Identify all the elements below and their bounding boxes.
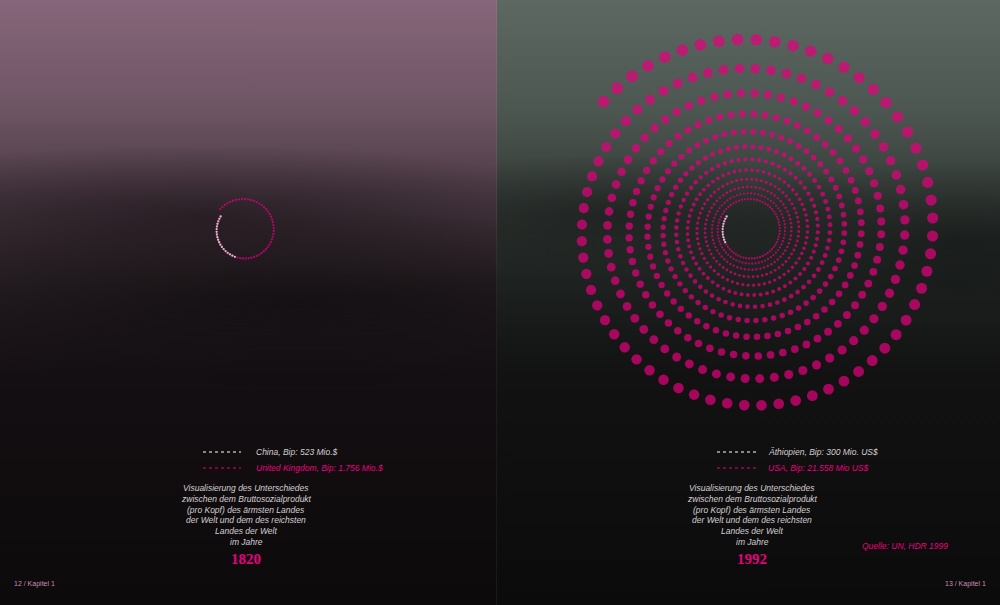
- svg-text:12 / Kapitel 1: 12 / Kapitel 1: [14, 580, 55, 588]
- svg-text:1820: 1820: [231, 551, 261, 567]
- svg-text:Quelle: UN, HDR 1999: Quelle: UN, HDR 1999: [862, 541, 948, 551]
- svg-text:zwischen dem Bruttosozialprodu: zwischen dem Bruttosozialprodukt: [687, 494, 818, 504]
- svg-text:USA, Bip: 21.558 Mio US$: USA, Bip: 21.558 Mio US$: [768, 463, 868, 473]
- svg-text:Landes der Welt: Landes der Welt: [215, 526, 277, 536]
- svg-text:(pro Kopf) des ärmsten Landes: (pro Kopf) des ärmsten Landes: [693, 505, 811, 515]
- svg-text:(pro Kopf) des ärmsten Landes: (pro Kopf) des ärmsten Landes: [187, 505, 305, 515]
- svg-text:Visualisierung des Unterschied: Visualisierung des Unterschiedes: [183, 483, 309, 493]
- svg-text:der Welt und dem des reichsten: der Welt und dem des reichsten: [186, 515, 306, 525]
- svg-text:Landes der Welt: Landes der Welt: [721, 526, 783, 536]
- svg-text:im Jahre: im Jahre: [230, 537, 263, 547]
- svg-text:13 / Kapitel 1: 13 / Kapitel 1: [945, 580, 986, 588]
- svg-text:zwischen dem Bruttosozialprodu: zwischen dem Bruttosozialprodukt: [181, 494, 312, 504]
- svg-text:Visualisierung des Unterschied: Visualisierung des Unterschiedes: [689, 483, 815, 493]
- svg-text:der Welt und dem des reichsten: der Welt und dem des reichsten: [692, 515, 812, 525]
- svg-text:im Jahre: im Jahre: [736, 537, 769, 547]
- svg-text:China, Bip: 523 Mio.$: China, Bip: 523 Mio.$: [256, 447, 338, 457]
- svg-text:1992: 1992: [737, 551, 767, 567]
- svg-text:Äthiopien, Bip: 300 Mio. US$: Äthiopien, Bip: 300 Mio. US$: [768, 447, 878, 457]
- svg-text:United Kingdom, Bip: 1.756 Mio: United Kingdom, Bip: 1.756 Mio.$: [256, 463, 383, 473]
